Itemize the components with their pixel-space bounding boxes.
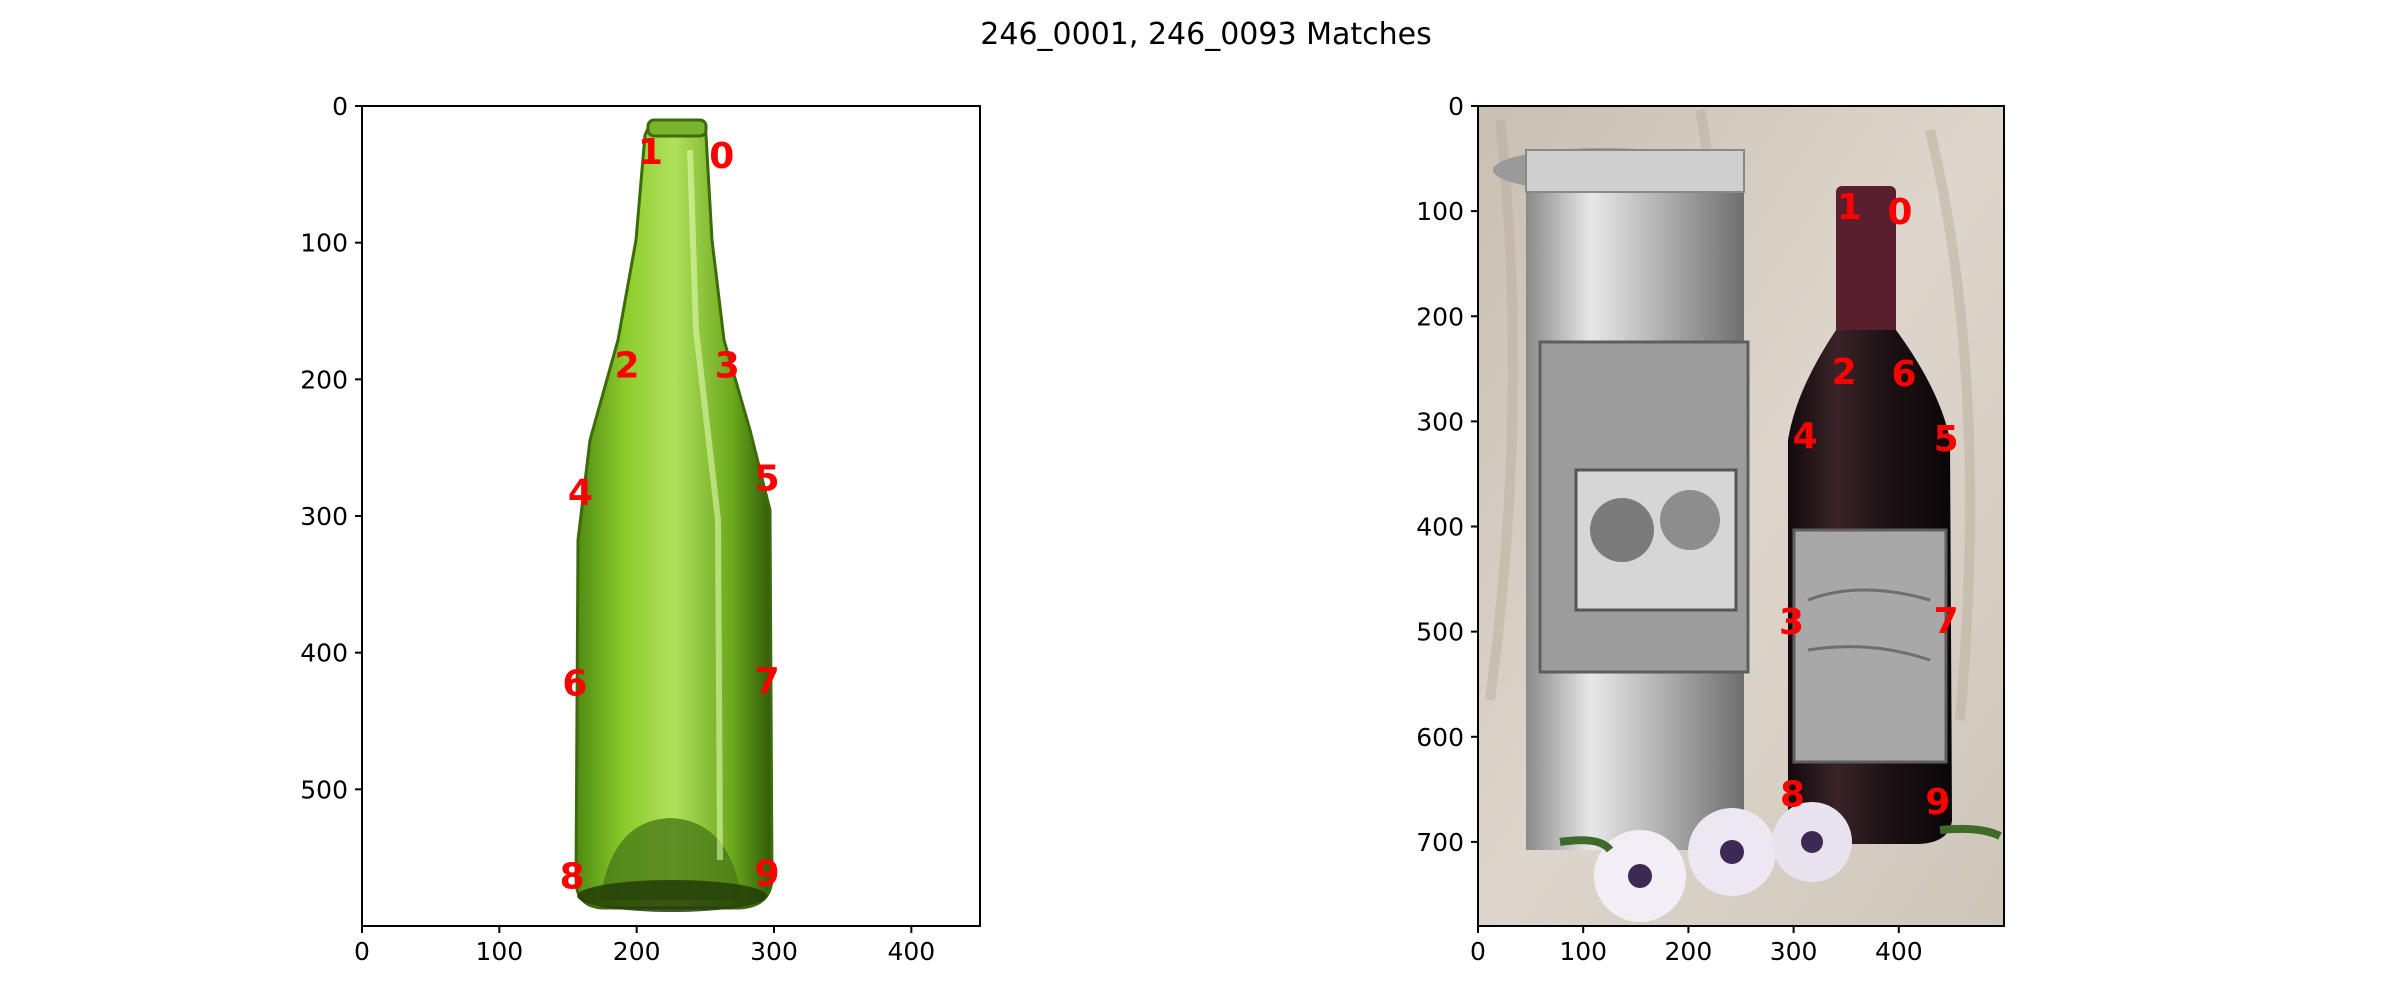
- right-ytick-label: 600: [1416, 723, 1464, 752]
- left-xtick-label: 100: [475, 937, 523, 966]
- right-keypoint-0: 0: [1887, 192, 1912, 233]
- left-ytick-label: 200: [300, 365, 348, 394]
- left-ytick-label: 100: [300, 229, 348, 258]
- left-ytick-label: 400: [300, 639, 348, 668]
- right-keypoint-7: 7: [1934, 601, 1959, 642]
- right-keypoint-1: 1: [1837, 187, 1862, 228]
- chart-title: 246_0001, 246_0093 Matches: [980, 17, 1431, 52]
- left-keypoint-3: 3: [715, 345, 740, 386]
- right-ytick-label: 500: [1416, 618, 1464, 647]
- right-keypoint-6: 6: [1892, 354, 1917, 395]
- left-keypoint-2: 2: [615, 345, 640, 386]
- right-keypoint-9: 9: [1925, 782, 1950, 823]
- left-xtick-label: 200: [613, 937, 661, 966]
- left-bottle-image: [362, 106, 980, 926]
- right-bottle-image: [1478, 106, 2004, 926]
- right-ytick-label: 200: [1416, 302, 1464, 331]
- right-xtick-label: 300: [1770, 937, 1818, 966]
- left-ytick-label: 500: [300, 775, 348, 804]
- left-keypoint-0: 0: [709, 136, 734, 177]
- left-xtick-label: 400: [887, 937, 935, 966]
- left-ytick-label: 300: [300, 502, 348, 531]
- right-axes-frame: [1477, 105, 2005, 927]
- right-keypoint-8: 8: [1780, 775, 1805, 816]
- right-keypoints: 01 2 3 4 56 7 8 9: [1779, 187, 1959, 823]
- right-keypoint-4: 4: [1793, 416, 1818, 457]
- left-keypoint-8: 8: [560, 856, 585, 897]
- right-ytick-label: 700: [1416, 828, 1464, 857]
- left-keypoint-9: 9: [755, 854, 780, 895]
- left-keypoint-6: 6: [562, 664, 587, 705]
- right-ytick-label: 400: [1416, 513, 1464, 542]
- left-panel: 0 100 200 300 400 0 100 200 300 400 500 0 1 2 3 4 5 6 7 8 9: [300, 92, 981, 966]
- right-xtick-label: 200: [1665, 937, 1713, 966]
- right-keypoint-5: 5: [1934, 419, 1959, 460]
- left-keypoint-5: 5: [755, 459, 780, 500]
- right-xtick-label: 400: [1875, 937, 1923, 966]
- right-xtick-label: 100: [1559, 937, 1607, 966]
- left-keypoint-7: 7: [755, 661, 780, 702]
- right-keypoint-2: 2: [1832, 352, 1857, 393]
- left-xtick-label: 300: [750, 937, 798, 966]
- right-axis-ticks: 0 100 200 300 400 0 100 200 300 400 500 600 700: [1416, 92, 1922, 966]
- right-xtick-label: 0: [1470, 937, 1486, 966]
- right-keypoint-3: 3: [1779, 602, 1804, 643]
- left-keypoint-1: 1: [638, 132, 663, 173]
- left-xtick-label: 0: [354, 937, 370, 966]
- flowers: [1559, 802, 2002, 922]
- left-keypoints: 0 1 2 3 4 5 6 7 8 9: [560, 132, 780, 897]
- left-axis-ticks: 0 100 200 300 400 0 100 200 300 400 500: [300, 92, 935, 966]
- left-keypoint-4: 4: [568, 472, 593, 513]
- left-ytick-label: 0: [332, 92, 348, 121]
- right-ytick-label: 100: [1416, 197, 1464, 226]
- right-ytick-label: 0: [1448, 92, 1464, 121]
- right-ytick-label: 300: [1416, 407, 1464, 436]
